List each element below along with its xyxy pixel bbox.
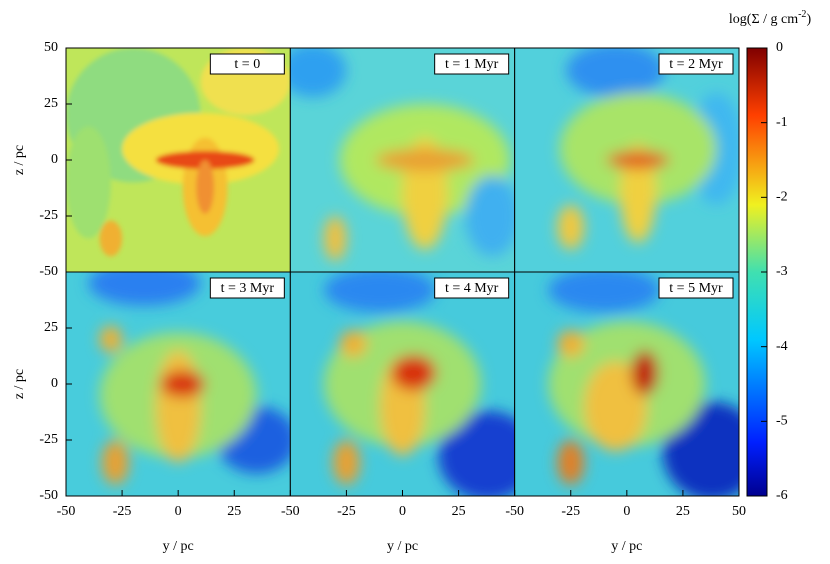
density-blob bbox=[566, 48, 665, 98]
density-map bbox=[66, 272, 291, 496]
x-tick-label: 25 bbox=[452, 504, 466, 519]
x-axis-label: y / pc bbox=[387, 539, 418, 554]
panel-title: t = 4 Myr bbox=[445, 281, 499, 296]
density-blob bbox=[548, 272, 661, 313]
density-blob bbox=[339, 330, 367, 358]
title-box bbox=[658, 53, 734, 75]
y-tick-label: -25 bbox=[39, 208, 58, 223]
x-tick-label: -50 bbox=[281, 504, 300, 519]
y-tick-label: 50 bbox=[44, 40, 58, 55]
map-structure bbox=[88, 272, 291, 485]
y-tick-label: 0 bbox=[51, 376, 58, 391]
colorbar-tick-label: -6 bbox=[776, 488, 788, 503]
density-map bbox=[514, 48, 740, 272]
x-tick-label: -25 bbox=[337, 504, 356, 519]
title-box bbox=[434, 53, 510, 75]
y-tick-label: -50 bbox=[39, 488, 58, 503]
y-axis-label: z / pc bbox=[12, 369, 27, 399]
colorbar-tick-label: -2 bbox=[776, 190, 788, 205]
x-tick-label: 0 bbox=[399, 504, 406, 519]
density-map bbox=[290, 48, 515, 272]
density-blob bbox=[465, 175, 515, 257]
x-tick-label: 25 bbox=[227, 504, 241, 519]
panel-title: t = 1 Myr bbox=[445, 57, 499, 72]
x-tick-label: -25 bbox=[561, 504, 580, 519]
density-blob bbox=[391, 354, 437, 391]
y-axis-label: z / pc bbox=[12, 145, 27, 175]
map-structure bbox=[548, 272, 740, 496]
map-structure bbox=[290, 48, 515, 261]
x-tick-label: -50 bbox=[57, 504, 76, 519]
colorbar-tick-label: -4 bbox=[776, 339, 788, 354]
map-structure bbox=[323, 272, 515, 496]
panel-title: t = 5 Myr bbox=[669, 281, 723, 296]
density-blob bbox=[557, 440, 585, 485]
density-blob bbox=[620, 144, 656, 243]
density-blob bbox=[584, 361, 648, 452]
title-box bbox=[434, 277, 510, 299]
density-blob bbox=[99, 220, 123, 257]
x-tick-label: 50 bbox=[732, 504, 746, 519]
panel-title: t = 0 bbox=[234, 57, 260, 72]
x-tick-label: -50 bbox=[505, 504, 524, 519]
x-tick-label: 25 bbox=[676, 504, 690, 519]
density-blob bbox=[101, 440, 129, 485]
density-blob bbox=[99, 325, 123, 353]
density-blob bbox=[375, 148, 475, 172]
density-map bbox=[514, 272, 740, 496]
x-tick-label: 0 bbox=[175, 504, 182, 519]
density-map bbox=[290, 272, 515, 496]
colorbar-tick-label: 0 bbox=[776, 40, 783, 55]
x-axis-label: y / pc bbox=[163, 539, 194, 554]
density-blob bbox=[155, 151, 255, 169]
colorbar-tick-label: -3 bbox=[776, 264, 788, 279]
title-box bbox=[209, 53, 285, 75]
density-blob bbox=[324, 272, 437, 313]
density-blob bbox=[160, 370, 206, 398]
title-box bbox=[658, 277, 734, 299]
density-blob bbox=[557, 204, 585, 250]
title-box bbox=[209, 277, 285, 299]
map-structure bbox=[66, 48, 291, 257]
map-structure bbox=[557, 48, 740, 250]
density-blob bbox=[631, 350, 659, 396]
density-blob bbox=[155, 350, 201, 463]
density-blob bbox=[323, 216, 347, 261]
y-tick-label: -50 bbox=[39, 264, 58, 279]
y-tick-label: 25 bbox=[44, 96, 58, 111]
colorbar-tick-label: -5 bbox=[776, 414, 788, 429]
density-blob bbox=[438, 410, 515, 496]
density-blob bbox=[606, 151, 670, 169]
density-blob bbox=[88, 272, 201, 306]
density-blob bbox=[290, 48, 347, 98]
density-blob bbox=[196, 160, 215, 214]
colorbar-tick-label: -1 bbox=[776, 115, 788, 130]
x-tick-label: -25 bbox=[113, 504, 132, 519]
density-blob bbox=[66, 126, 111, 239]
x-axis-label: y / pc bbox=[611, 539, 642, 554]
panel-title: t = 3 Myr bbox=[221, 281, 275, 296]
y-tick-label: 0 bbox=[51, 152, 58, 167]
density-map bbox=[66, 48, 291, 272]
colorbar-label: log(Σ / g cm-2) bbox=[729, 9, 812, 27]
density-blob bbox=[332, 440, 360, 485]
x-tick-label: 0 bbox=[623, 504, 630, 519]
y-tick-label: -25 bbox=[39, 432, 58, 447]
density-blob bbox=[557, 330, 585, 358]
y-tick-label: 25 bbox=[44, 320, 58, 335]
panel-title: t = 2 Myr bbox=[669, 57, 723, 72]
